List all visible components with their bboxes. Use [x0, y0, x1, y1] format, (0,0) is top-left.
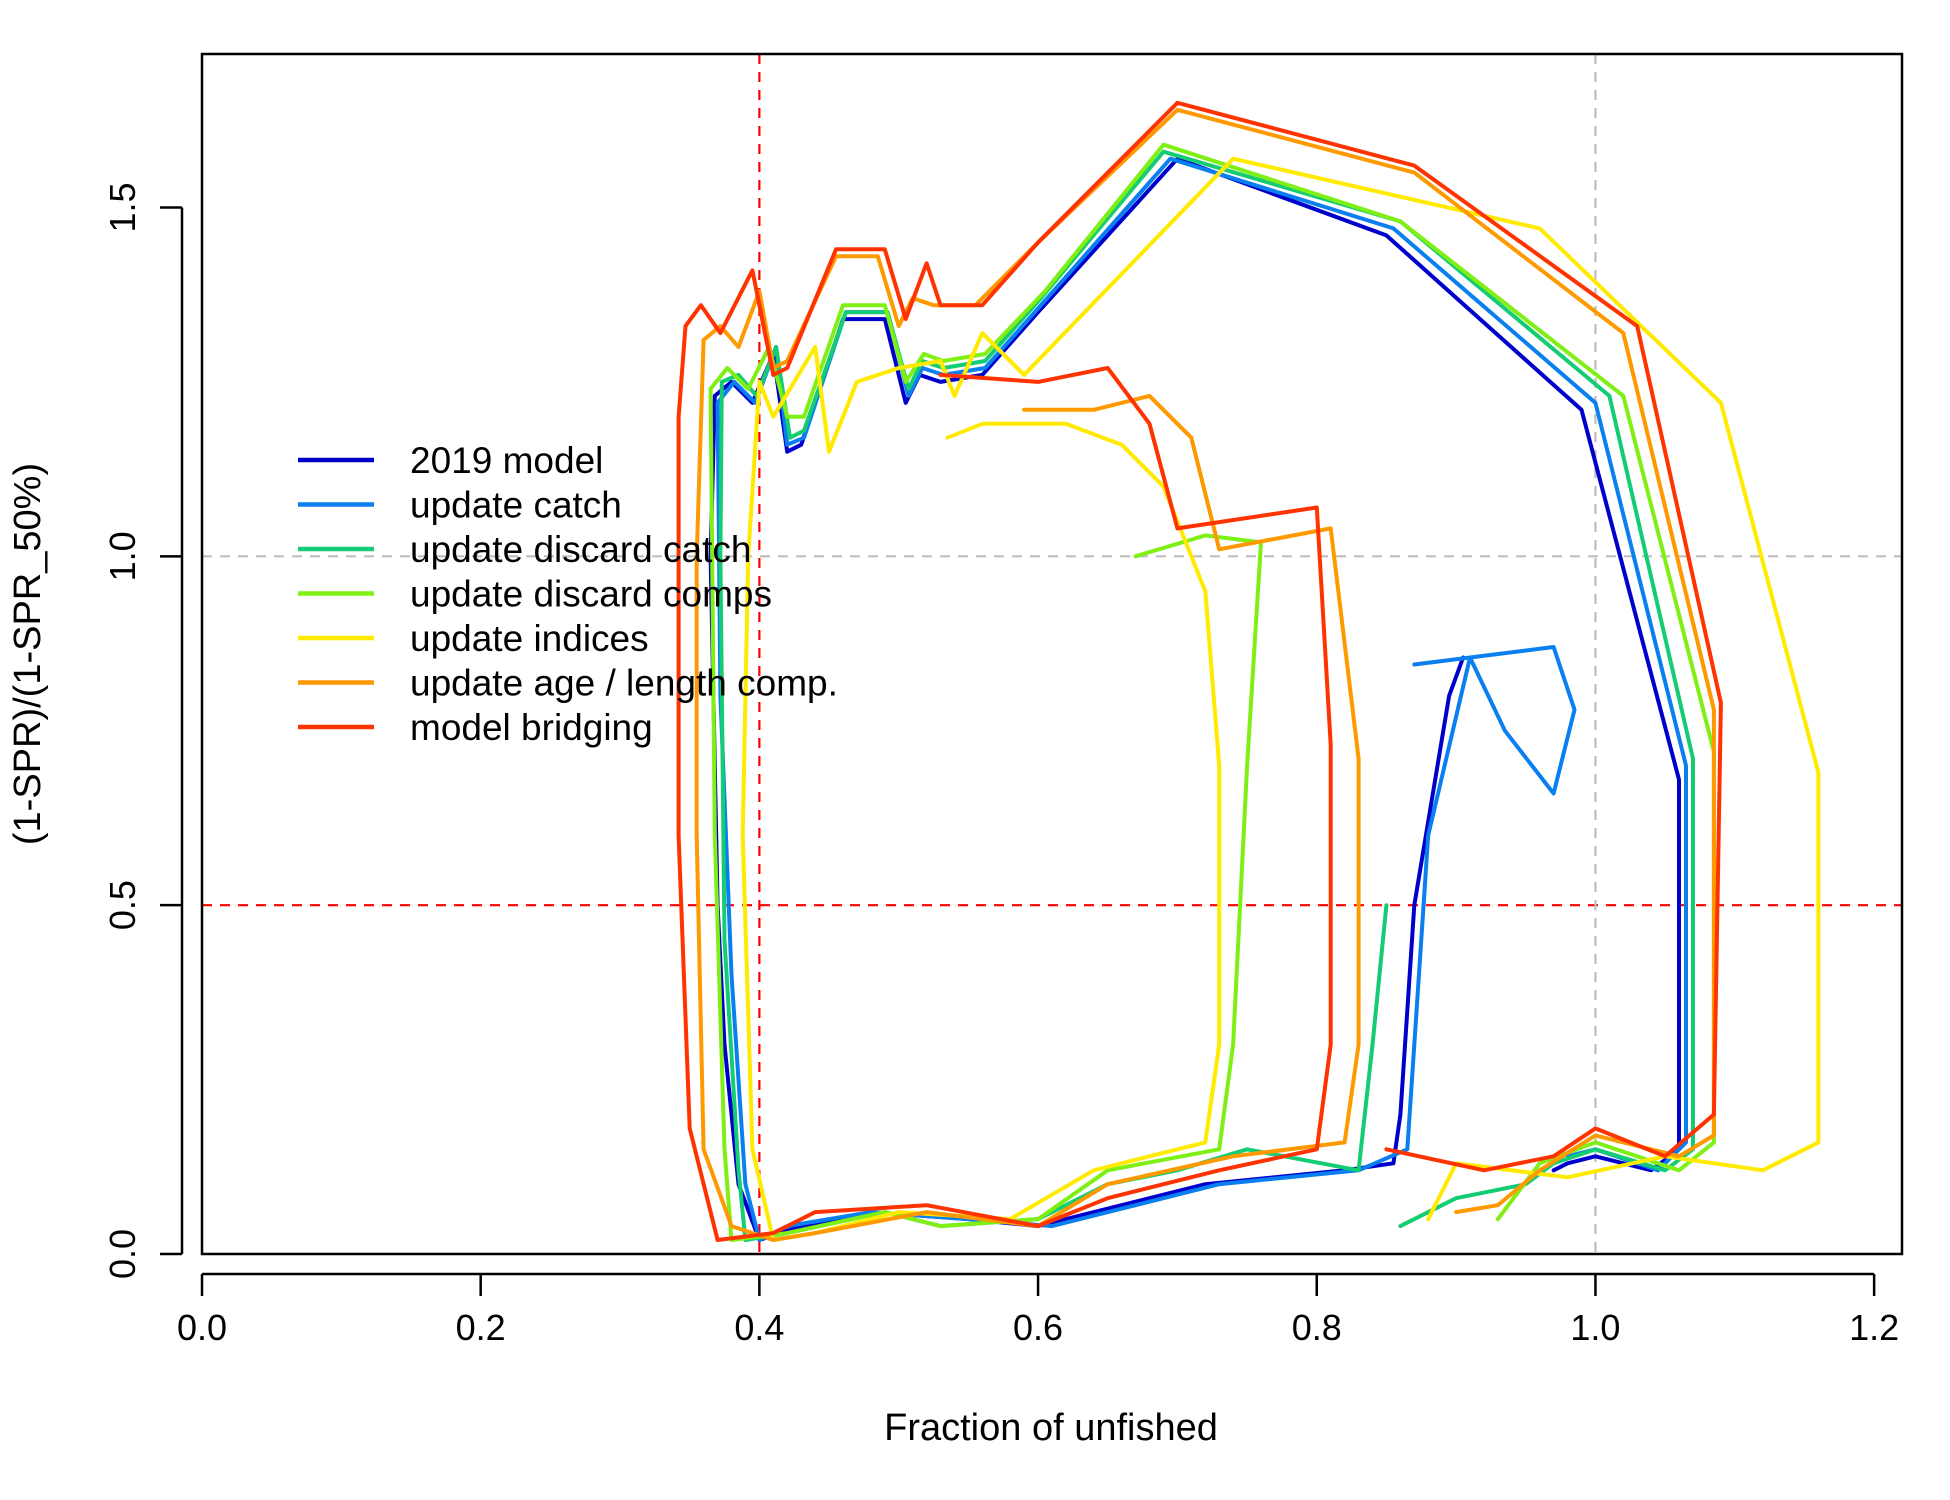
x-tick-label: 0.6 [1013, 1307, 1063, 1348]
series-line-4 [740, 156, 1821, 1242]
series-line-3 [708, 142, 1716, 1242]
x-tick-label: 0.2 [456, 1307, 506, 1348]
x-tick-label: 0.4 [734, 1307, 784, 1348]
y-axis-label: (1-SPR)/(1-SPR_50%) [7, 463, 49, 845]
x-tick-label: 1.0 [1570, 1307, 1620, 1348]
legend-label-4: update indices [410, 618, 649, 659]
legend-label-3: update discard comps [410, 574, 772, 615]
x-tick-label: 0.8 [1292, 1307, 1342, 1348]
y-tick-label: 1.5 [102, 182, 143, 232]
series-line-6 [676, 100, 1723, 1242]
x-axis: 0.0 0.2 0.4 0.6 0.8 1.0 1.2 [177, 1272, 1899, 1348]
legend-label-6: model bridging [410, 707, 653, 748]
legend-label-1: update catch [410, 485, 622, 526]
x-axis-label: Fraction of unfished [884, 1407, 1218, 1449]
legend-label-0: 2019 model [410, 440, 603, 481]
y-tick-label: 0.0 [102, 1229, 143, 1279]
plot-frame [200, 52, 1904, 1256]
y-axis: 0.0 0.5 1.0 1.5 [102, 182, 184, 1279]
legend-label-5: update age / length comp. [410, 663, 838, 704]
series-lines [676, 100, 1821, 1242]
series-line-1 [715, 156, 1688, 1242]
legend-label-2: update discard catch [410, 529, 751, 570]
y-tick-label: 1.0 [102, 531, 143, 581]
x-tick-label: 0.0 [177, 1307, 227, 1348]
series-line-5 [694, 107, 1716, 1242]
x-tick-label: 1.2 [1849, 1307, 1899, 1348]
reference-lines [202, 54, 1902, 1254]
y-tick-label: 0.5 [102, 880, 143, 930]
